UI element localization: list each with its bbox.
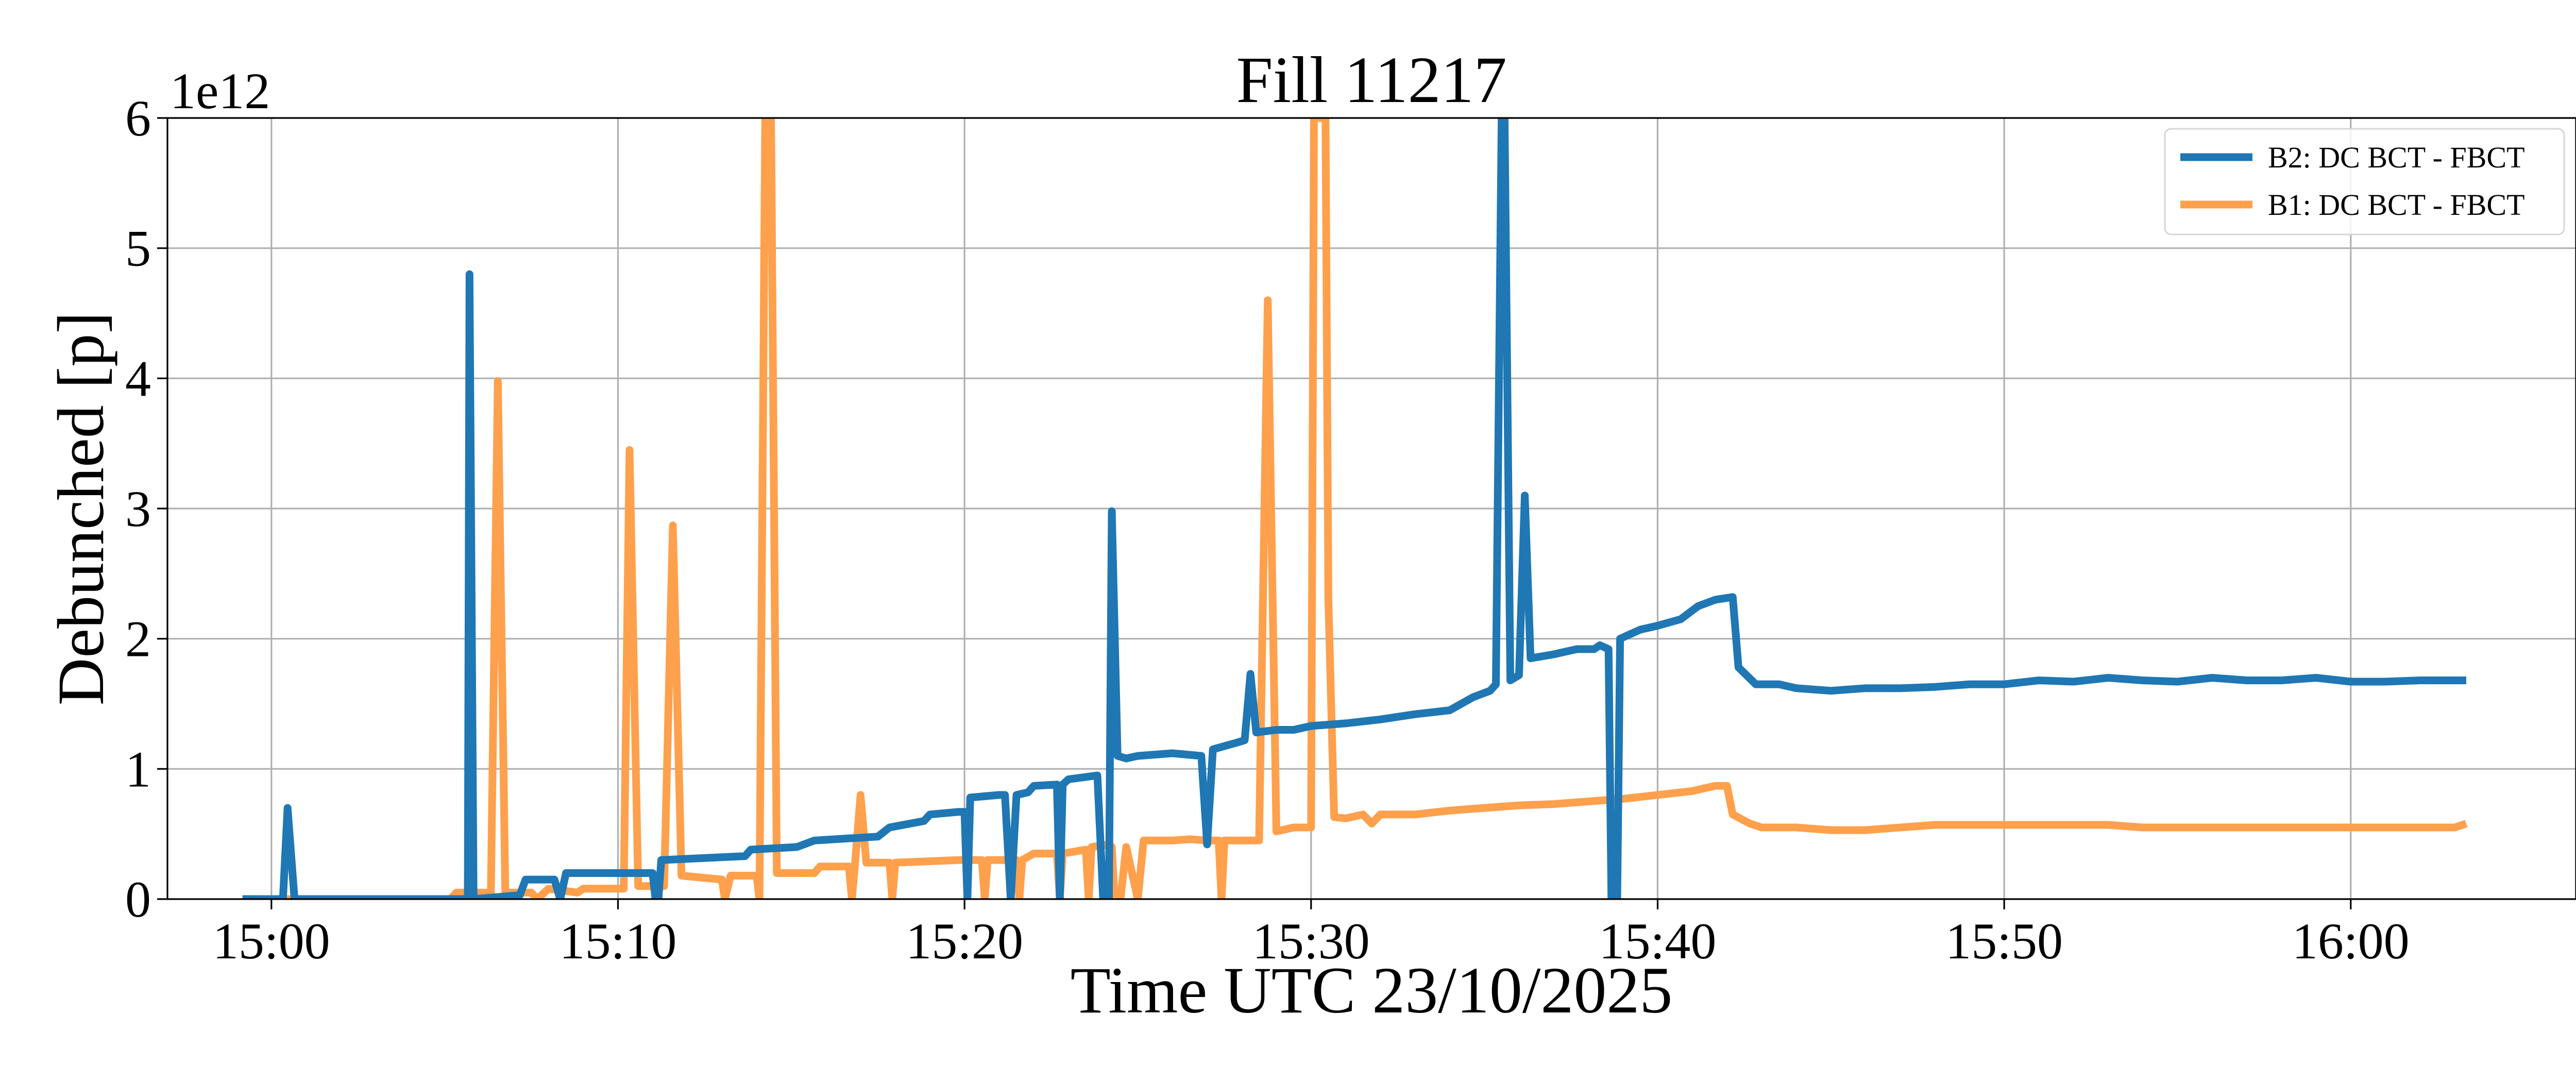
series-lines: [242, 118, 2468, 899]
y-tick-label: 0: [125, 871, 151, 928]
chart-title: Fill 11217: [1236, 43, 1506, 116]
legend: B2: DC BCT - FBCT B1: DC BCT - FBCT: [2164, 128, 2565, 235]
y-tick-label: 4: [125, 350, 151, 407]
y-tick-label: 1: [125, 740, 151, 798]
x-tick-label: 15:20: [906, 912, 1023, 970]
x-axis-title: Time UTC 23/10/2025: [1071, 954, 1673, 1027]
y-tick-label: 3: [125, 480, 151, 537]
x-tick-label: 15:50: [1945, 912, 2063, 970]
legend-label: B1: DC BCT - FBCT: [2268, 188, 2525, 222]
legend-box: [2164, 128, 2565, 235]
series-line-b1: [242, 118, 2468, 899]
series-line-b2: [242, 118, 2466, 899]
y-tick-label: 2: [125, 611, 151, 668]
y-tick-label: 5: [125, 220, 151, 277]
axis-ticks: 15:00 15:10 15:20 15:30 15:40 15:50 16:00 0 1 2 3 4…: [125, 90, 2410, 970]
x-tick-label: 15:40: [1599, 912, 1717, 970]
x-tick-label: 15:10: [560, 912, 677, 970]
y-axis-title: Debunched [p]: [44, 312, 117, 705]
x-tick-label: 15:30: [1252, 912, 1370, 970]
x-tick-label: 16:00: [2292, 912, 2410, 970]
x-tick-label: 15:00: [213, 912, 330, 970]
y-offset-label: 1e12: [170, 62, 270, 120]
legend-label: B2: DC BCT - FBCT: [2268, 141, 2525, 174]
y-tick-label: 6: [125, 90, 151, 147]
